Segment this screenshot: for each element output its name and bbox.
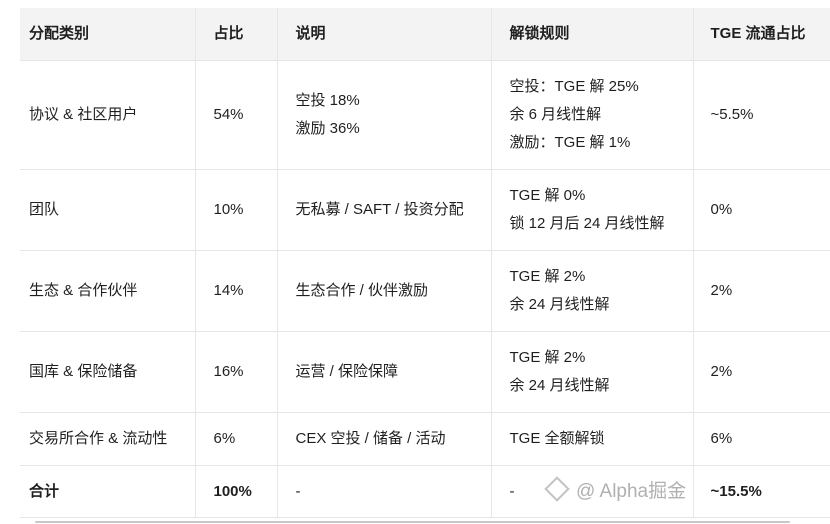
- category-cell-line: 协议 & 社区用户: [29, 106, 138, 123]
- description-cell: 生态合作 / 伙伴激励: [277, 250, 492, 332]
- total-unlock-cell: -: [491, 465, 694, 518]
- tge-cell: 0%: [693, 169, 830, 251]
- header-description: 说明: [277, 8, 492, 61]
- share-cell: 54%: [195, 60, 278, 170]
- unlock-rule-cell-line: 空投：TGE 解 25%: [509, 78, 639, 95]
- description-cell-line: CEX 空投 / 储备 / 活动: [295, 430, 446, 447]
- total-row: 合计 100% - - ~15.5%: [20, 465, 830, 518]
- unlock-rule-cell: TGE 解 2% 余 24 月线性解: [491, 250, 694, 332]
- category-cell: 团队: [20, 169, 196, 251]
- table-row: 协议 & 社区用户 54% 空投 18% 激励 36% 空投：TGE 解 25% 余 6 …: [20, 60, 830, 170]
- total-tge-cell-line: ~15.5%: [710, 482, 762, 500]
- share-cell-line: 10%: [213, 201, 244, 218]
- share-cell: 10%: [195, 169, 278, 251]
- share-cell-line: 16%: [213, 363, 244, 380]
- total-tge-cell: ~15.5%: [693, 465, 830, 518]
- table-row: 团队 10% 无私募 / SAFT / 投资分配 TGE 解 0% 锁 12 月后 24…: [20, 169, 830, 251]
- tge-cell-line: 6%: [710, 430, 733, 447]
- unlock-rule-cell-line: 余 24 月线性解: [509, 377, 610, 394]
- unlock-rule-cell-line: 锁 12 月后 24 月线性解: [509, 215, 665, 232]
- unlock-rule-cell-line: TGE 解 2%: [509, 268, 586, 285]
- unlock-rule-cell: TGE 解 2% 余 24 月线性解: [491, 331, 694, 413]
- total-desc-cell-line: -: [295, 482, 301, 500]
- tge-cell-line: ~5.5%: [710, 106, 754, 123]
- description-cell: 运营 / 保险保障: [277, 331, 492, 413]
- description-cell: 无私募 / SAFT / 投资分配: [277, 169, 492, 251]
- category-cell-line: 生态 & 合作伙伴: [29, 282, 138, 299]
- tge-cell-line: 2%: [710, 363, 733, 380]
- unlock-rule-cell-line: TGE 解 0%: [509, 187, 586, 204]
- header-category: 分配类别: [20, 8, 196, 61]
- tge-cell-line: 2%: [710, 282, 733, 299]
- header-tge-circulation: TGE 流通占比: [693, 8, 830, 61]
- total-share-cell-line: 100%: [213, 482, 252, 500]
- unlock-rule-cell: TGE 解 0% 锁 12 月后 24 月线性解: [491, 169, 694, 251]
- description-cell-line: 激励 36%: [295, 120, 360, 137]
- category-cell: 生态 & 合作伙伴: [20, 250, 196, 332]
- table-row: 交易所合作 & 流动性 6% CEX 空投 / 储备 / 活动 TGE 全额解锁 6%: [20, 412, 830, 466]
- table-row: 国库 & 保险储备 16% 运营 / 保险保障 TGE 解 2% 余 24 月线性解 2%: [20, 331, 830, 413]
- header-unlock-rule: 解锁规则: [491, 8, 694, 61]
- horizontal-scrollbar[interactable]: [35, 521, 790, 523]
- tge-cell: 2%: [693, 250, 830, 332]
- table-header-row: 分配类别 占比 说明 解锁规则 TGE 流通占比: [20, 8, 830, 61]
- description-cell: 空投 18% 激励 36%: [277, 60, 492, 170]
- share-cell: 16%: [195, 331, 278, 413]
- category-cell: 交易所合作 & 流动性: [20, 412, 196, 466]
- category-cell: 协议 & 社区用户: [20, 60, 196, 170]
- category-cell: 国库 & 保险储备: [20, 331, 196, 413]
- unlock-rule-cell-line: TGE 解 2%: [509, 349, 586, 366]
- share-cell-line: 14%: [213, 282, 244, 299]
- total-desc-cell: -: [277, 465, 492, 518]
- tge-cell: 6%: [693, 412, 830, 466]
- share-cell-line: 54%: [213, 106, 244, 123]
- share-cell: 14%: [195, 250, 278, 332]
- watermark: @ Alpha掘金: [544, 476, 686, 504]
- token-allocation-table: 分配类别 占比 说明 解锁规则 TGE 流通占比 协议 & 社区用户 54% 空投 …: [20, 8, 830, 518]
- unlock-rule-cell: 空投：TGE 解 25% 余 6 月线性解激励：TGE 解 1%: [491, 60, 694, 170]
- total-unlock-cell-line: -: [509, 482, 515, 500]
- unlock-rule-cell: TGE 全额解锁: [491, 412, 694, 466]
- tge-cell-line: 0%: [710, 201, 733, 218]
- category-cell-line: 国库 & 保险储备: [29, 363, 138, 380]
- tge-cell: 2%: [693, 331, 830, 413]
- unlock-rule-cell-line: 余 24 月线性解: [509, 296, 610, 313]
- binance-logo-icon: [544, 476, 570, 502]
- tge-cell: ~5.5%: [693, 60, 830, 170]
- description-cell-line: 运营 / 保险保障: [295, 363, 399, 380]
- share-cell: 6%: [195, 412, 278, 466]
- header-share: 占比: [195, 8, 278, 61]
- description-cell-line: 无私募 / SAFT / 投资分配: [295, 201, 464, 218]
- total-category-cell: 合计: [20, 465, 196, 518]
- description-cell: CEX 空投 / 储备 / 活动: [277, 412, 492, 466]
- unlock-rule-cell-line: TGE 全额解锁: [509, 430, 605, 447]
- category-cell-line: 交易所合作 & 流动性: [29, 430, 168, 447]
- unlock-rule-cell-line: 余 6 月线性解: [509, 106, 602, 123]
- unlock-rule-cell-line: 激励：TGE 解 1%: [509, 134, 631, 151]
- total-share-cell: 100%: [195, 465, 278, 518]
- description-cell-line: 生态合作 / 伙伴激励: [295, 282, 429, 299]
- category-cell-line: 团队: [29, 201, 60, 218]
- share-cell-line: 6%: [213, 430, 236, 447]
- description-cell-line: 空投 18%: [295, 92, 360, 109]
- table-row: 生态 & 合作伙伴 14% 生态合作 / 伙伴激励 TGE 解 2% 余 24 月线性解…: [20, 250, 830, 332]
- total-category-cell-line: 合计: [29, 482, 60, 500]
